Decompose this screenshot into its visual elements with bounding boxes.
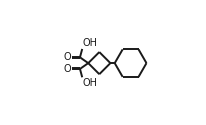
Text: OH: OH [83,38,98,48]
Text: O: O [63,64,71,74]
Text: OH: OH [83,78,98,88]
Text: O: O [63,52,71,62]
